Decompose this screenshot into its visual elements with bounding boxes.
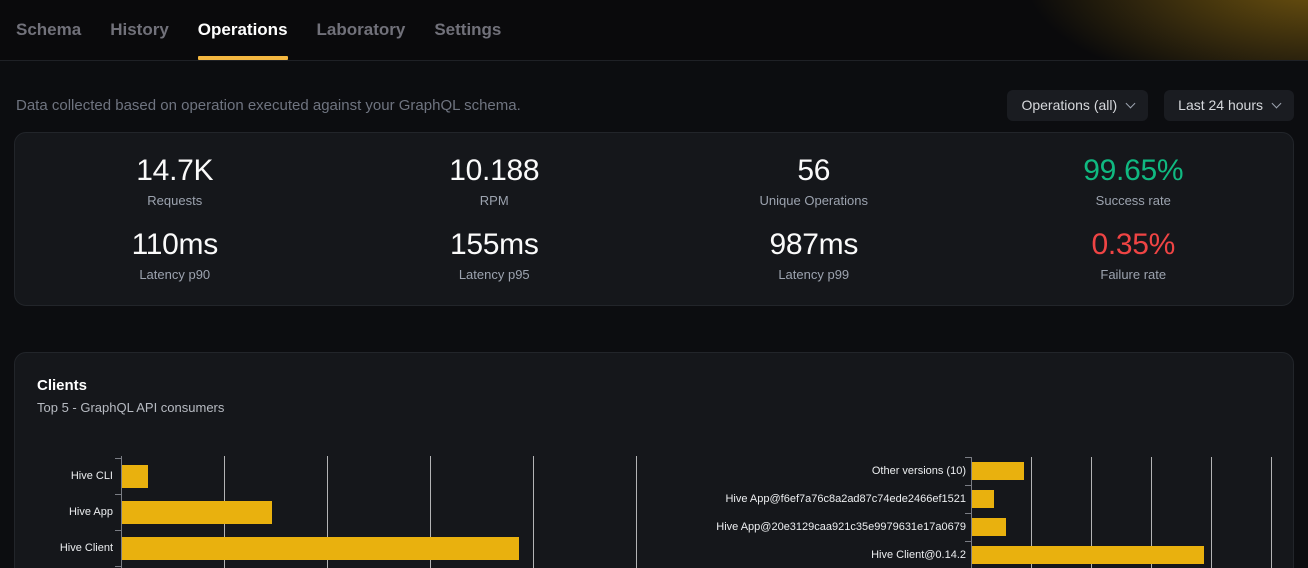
time-range-label: Last 24 hours bbox=[1178, 97, 1263, 113]
stat-latency-p90-value: 110ms bbox=[131, 228, 219, 261]
stat-latency-p99-value: 987ms bbox=[769, 228, 859, 261]
stat-requests: 14.7K Requests bbox=[15, 153, 335, 211]
chart-axis-tick bbox=[965, 457, 971, 458]
stat-rpm-value: 10.188 bbox=[449, 154, 540, 187]
chart-bar[interactable] bbox=[972, 518, 1006, 536]
stat-unique-operations-label: Unique Operations bbox=[759, 193, 868, 208]
stat-success-rate: 99.65% Success rate bbox=[974, 153, 1294, 211]
chart-axis-tick bbox=[965, 485, 971, 486]
page-description: Data collected based on operation execut… bbox=[16, 96, 521, 114]
chart-axis-tick bbox=[115, 494, 121, 495]
chevron-down-icon bbox=[1125, 98, 1136, 108]
chart-axis-tick bbox=[115, 566, 121, 567]
chart-gridline bbox=[1151, 457, 1152, 568]
stat-rpm: 10.188 RPM bbox=[335, 153, 655, 211]
chart-category-label: Hive CLI bbox=[70, 470, 113, 482]
stat-latency-p95-label: Latency p95 bbox=[458, 267, 530, 282]
tab-schema-label: Schema bbox=[16, 20, 82, 39]
stat-requests-value: 14.7K bbox=[136, 154, 214, 187]
chart-category-label: Hive Client bbox=[59, 542, 113, 554]
chart-gridline bbox=[1271, 457, 1272, 568]
time-range-dropdown[interactable]: Last 24 hours bbox=[1164, 89, 1294, 121]
stat-latency-p99-label: Latency p99 bbox=[778, 267, 850, 282]
stats-grid: 14.7K Requests 10.188 RPM 56 Unique Oper… bbox=[15, 153, 1293, 285]
chart-axis-tick bbox=[965, 513, 971, 514]
chart-axis-tick bbox=[115, 530, 121, 531]
tab-operations-label: Operations bbox=[197, 20, 288, 39]
chart-bar[interactable] bbox=[972, 490, 994, 508]
stat-latency-p90: 110ms Latency p90 bbox=[15, 227, 335, 285]
clients-card: Clients Top 5 - GraphQL API consumers Hi… bbox=[14, 352, 1294, 568]
chart-category-label: Hive App@f6ef7a76c8a2ad87c74ede2466ef152… bbox=[725, 493, 966, 505]
operations-filter-dropdown[interactable]: Operations (all) bbox=[1007, 89, 1149, 121]
stat-unique-operations: 56 Unique Operations bbox=[654, 153, 974, 211]
toolbar-actions: Operations (all) Last 24 hours bbox=[1007, 89, 1294, 121]
active-tab-indicator bbox=[197, 56, 288, 60]
chart-bar[interactable] bbox=[972, 462, 1024, 480]
clients-bar-charts: Hive CLI Hive App Hive Client Other version… bbox=[15, 353, 1293, 568]
chart-category-label: Hive App@20e3129caa921c35e9979631e17a067… bbox=[716, 521, 966, 533]
chevron-down-icon bbox=[1271, 98, 1282, 108]
chart-bar[interactable] bbox=[122, 536, 519, 560]
chart-bar[interactable] bbox=[122, 464, 148, 488]
operations-filter-label: Operations (all) bbox=[1021, 97, 1118, 113]
stat-success-rate-label: Success rate bbox=[1095, 193, 1171, 208]
chart-gridline bbox=[1031, 457, 1032, 568]
clients-card-title: Clients bbox=[37, 377, 88, 394]
stat-latency-p95: 155ms Latency p95 bbox=[335, 227, 655, 285]
tab-history[interactable]: History bbox=[110, 0, 169, 60]
chart-bar[interactable] bbox=[972, 546, 1204, 564]
tab-settings-label: Settings bbox=[434, 20, 502, 39]
stats-card: 14.7K Requests 10.188 RPM 56 Unique Oper… bbox=[14, 132, 1294, 306]
chart-axis-tick bbox=[115, 458, 121, 459]
tab-history-label: History bbox=[110, 20, 169, 39]
chart-gridline bbox=[636, 456, 637, 568]
chart-category-label: Hive App bbox=[68, 506, 113, 518]
top-nav: Schema History Operations Laboratory Set… bbox=[0, 0, 1308, 61]
chart-gridline bbox=[1091, 457, 1092, 568]
tab-settings[interactable]: Settings bbox=[434, 0, 501, 60]
stat-success-rate-value: 99.65% bbox=[1083, 154, 1184, 187]
chart-y-axis bbox=[971, 457, 972, 568]
stat-latency-p99: 987ms Latency p99 bbox=[654, 227, 974, 285]
stat-latency-p90-label: Latency p90 bbox=[139, 267, 211, 282]
tab-schema[interactable]: Schema bbox=[16, 0, 81, 60]
stat-failure-rate-value: 0.35% bbox=[1091, 228, 1176, 261]
tab-operations[interactable]: Operations bbox=[197, 0, 288, 60]
stat-requests-label: Requests bbox=[147, 193, 203, 208]
chart-gridline bbox=[1211, 457, 1212, 568]
stat-failure-rate-label: Failure rate bbox=[1100, 267, 1167, 282]
chart-category-label: Hive Client@0.14.2 bbox=[871, 549, 966, 561]
stat-failure-rate: 0.35% Failure rate bbox=[974, 227, 1294, 285]
stat-unique-operations-value: 56 bbox=[797, 154, 831, 187]
toolbar: Data collected based on operation execut… bbox=[0, 61, 1308, 121]
chart-gridline bbox=[430, 456, 431, 568]
clients-card-subtitle: Top 5 - GraphQL API consumers bbox=[37, 400, 225, 415]
tab-laboratory[interactable]: Laboratory bbox=[317, 0, 406, 60]
stat-latency-p95-value: 155ms bbox=[449, 228, 539, 261]
stat-rpm-label: RPM bbox=[479, 193, 509, 208]
chart-axis-tick bbox=[965, 541, 971, 542]
chart-gridline bbox=[533, 456, 534, 568]
chart-y-axis bbox=[121, 456, 122, 568]
chart-bar[interactable] bbox=[122, 500, 272, 524]
chart-gridline bbox=[327, 456, 328, 568]
tab-laboratory-label: Laboratory bbox=[316, 20, 406, 39]
chart-category-label: Other versions (10) bbox=[871, 465, 966, 477]
